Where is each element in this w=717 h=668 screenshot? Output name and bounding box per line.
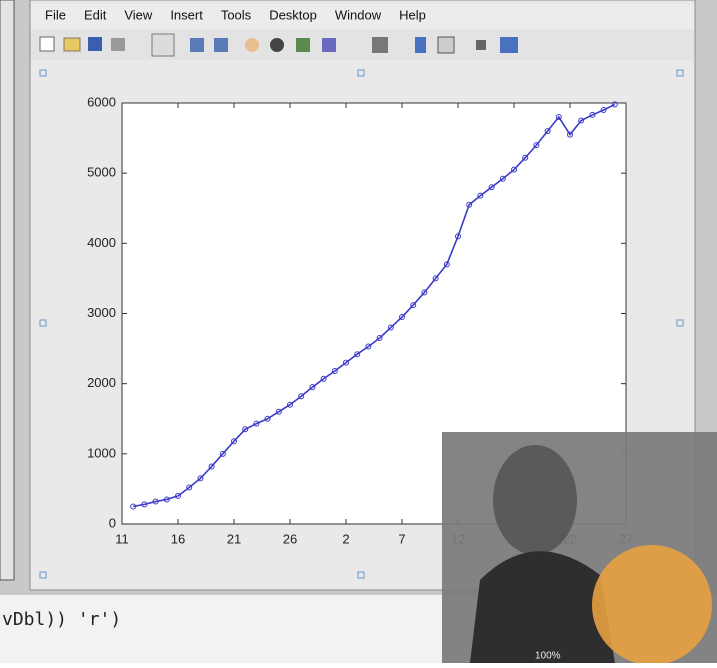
y-tick-label: 0 <box>109 515 116 530</box>
x-tick-label: 26 <box>283 531 297 546</box>
y-tick-label: 3000 <box>87 305 116 320</box>
menu-item[interactable]: View <box>124 7 153 22</box>
x-tick-label: 2 <box>342 531 349 546</box>
menu-item[interactable]: Tools <box>221 7 252 22</box>
menu-item[interactable]: Desktop <box>269 7 317 22</box>
menu-item[interactable]: Insert <box>170 7 203 22</box>
presenter-head <box>493 445 577 555</box>
menu-item[interactable]: Help <box>399 7 426 22</box>
x-tick-label: 21 <box>227 531 241 546</box>
y-tick-label: 6000 <box>87 94 116 109</box>
y-tick-label: 5000 <box>87 165 116 180</box>
menu-item[interactable]: Edit <box>84 7 107 22</box>
y-tick-label: 4000 <box>87 235 116 250</box>
page: vDbl)) 'r') File Edit View Insert Tools Deskt… <box>0 0 717 668</box>
y-tick-label: 2000 <box>87 375 116 390</box>
toolbar <box>31 30 694 60</box>
y-tick-label: 1000 <box>87 445 116 460</box>
menu-item[interactable]: File <box>45 7 66 22</box>
x-tick-label: 16 <box>171 531 185 546</box>
x-tick-label: 11 <box>115 531 129 546</box>
x-tick-label: 7 <box>398 531 405 546</box>
menu: File Edit View Insert Tools Desktop Window Help <box>45 7 426 22</box>
code-line: vDbl)) 'r') <box>2 609 121 630</box>
menu-item[interactable]: Window <box>335 7 382 22</box>
screen: vDbl)) 'r') File Edit View Insert Tools Deskt… <box>0 0 717 663</box>
logo <box>592 545 712 663</box>
zoom-label: 100% <box>535 651 561 662</box>
side-window <box>0 0 14 580</box>
